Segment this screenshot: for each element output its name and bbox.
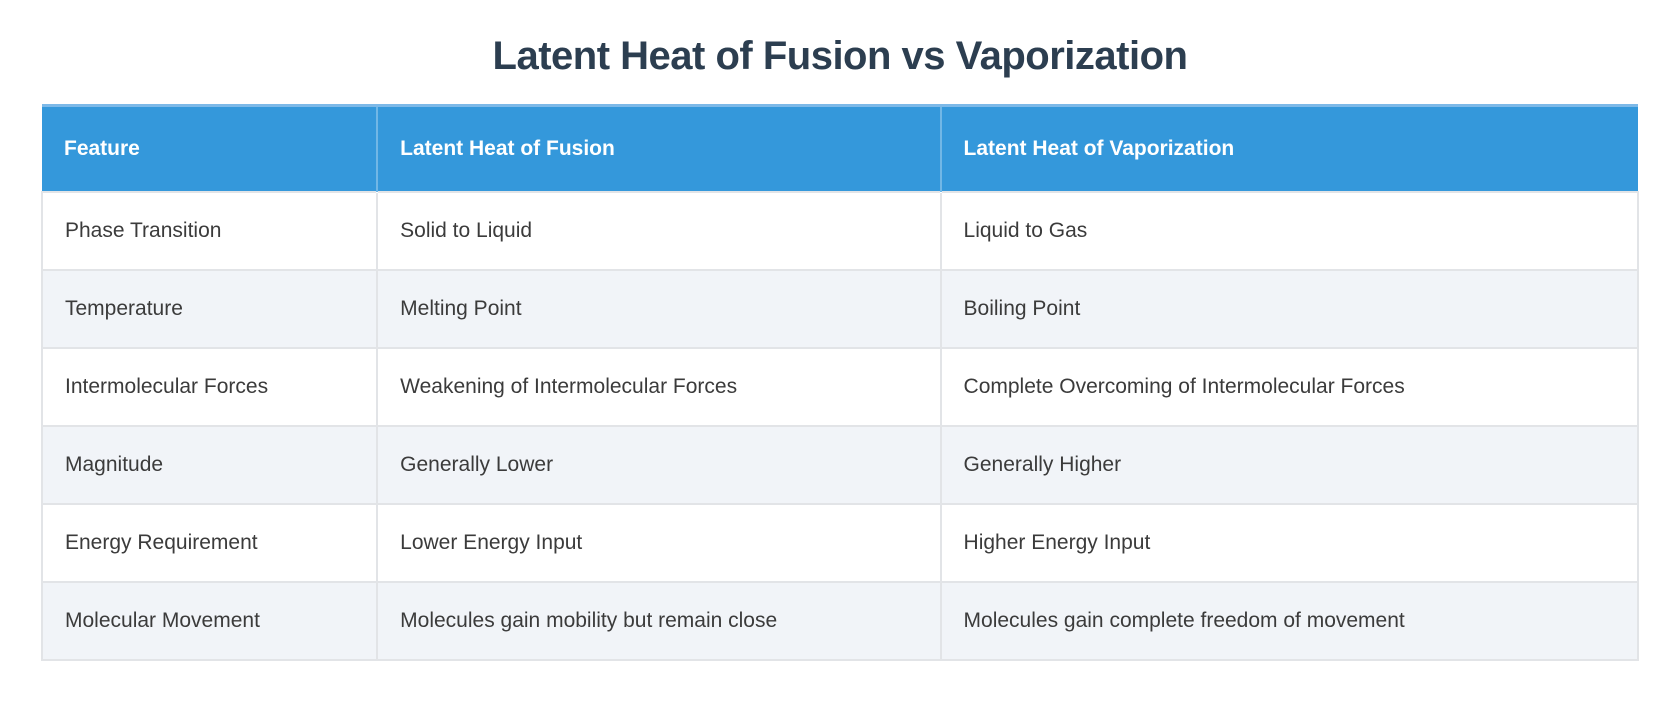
- comparison-table-container: Feature Latent Heat of Fusion Latent Hea…: [40, 104, 1640, 661]
- cell-vapor: Generally Higher: [939, 425, 1640, 505]
- table-row: Magnitude Generally Lower Generally High…: [40, 425, 1640, 505]
- cell-fusion: Solid to Liquid: [376, 191, 942, 271]
- column-header-feature: Feature: [42, 104, 378, 192]
- cell-feature: Temperature: [40, 269, 379, 349]
- table-row: Intermolecular Forces Weakening of Inter…: [40, 347, 1640, 427]
- table-row: Energy Requirement Lower Energy Input Hi…: [40, 503, 1640, 583]
- cell-fusion: Generally Lower: [376, 425, 942, 505]
- column-header-fusion: Latent Heat of Fusion: [376, 104, 941, 192]
- cell-vapor: Molecules gain complete freedom of movem…: [939, 581, 1640, 661]
- cell-feature: Magnitude: [40, 425, 379, 505]
- cell-fusion: Weakening of Intermolecular Forces: [376, 347, 942, 427]
- cell-feature: Phase Transition: [40, 191, 379, 271]
- cell-feature: Energy Requirement: [40, 503, 379, 583]
- table-row: Temperature Melting Point Boiling Point: [40, 269, 1640, 349]
- cell-fusion: Melting Point: [376, 269, 942, 349]
- cell-feature: Molecular Movement: [40, 581, 379, 661]
- table-header: Feature Latent Heat of Fusion Latent Hea…: [42, 104, 1638, 192]
- table-row: Molecular Movement Molecules gain mobili…: [40, 581, 1640, 661]
- column-header-vaporization: Latent Heat of Vaporization: [939, 104, 1638, 192]
- table-body: Phase Transition Solid to Liquid Liquid …: [40, 191, 1640, 661]
- cell-vapor: Complete Overcoming of Intermolecular Fo…: [939, 347, 1640, 427]
- page-title: Latent Heat of Fusion vs Vaporization: [492, 34, 1188, 78]
- header-row: Feature Latent Heat of Fusion Latent Hea…: [42, 104, 1638, 192]
- cell-vapor: Liquid to Gas: [939, 191, 1640, 271]
- cell-vapor: Higher Energy Input: [939, 503, 1640, 583]
- cell-fusion: Molecules gain mobility but remain close: [376, 581, 942, 661]
- table-row: Phase Transition Solid to Liquid Liquid …: [40, 191, 1640, 271]
- cell-feature: Intermolecular Forces: [40, 347, 379, 427]
- cell-fusion: Lower Energy Input: [376, 503, 942, 583]
- comparison-table: Feature Latent Heat of Fusion Latent Hea…: [40, 104, 1640, 661]
- cell-vapor: Boiling Point: [939, 269, 1640, 349]
